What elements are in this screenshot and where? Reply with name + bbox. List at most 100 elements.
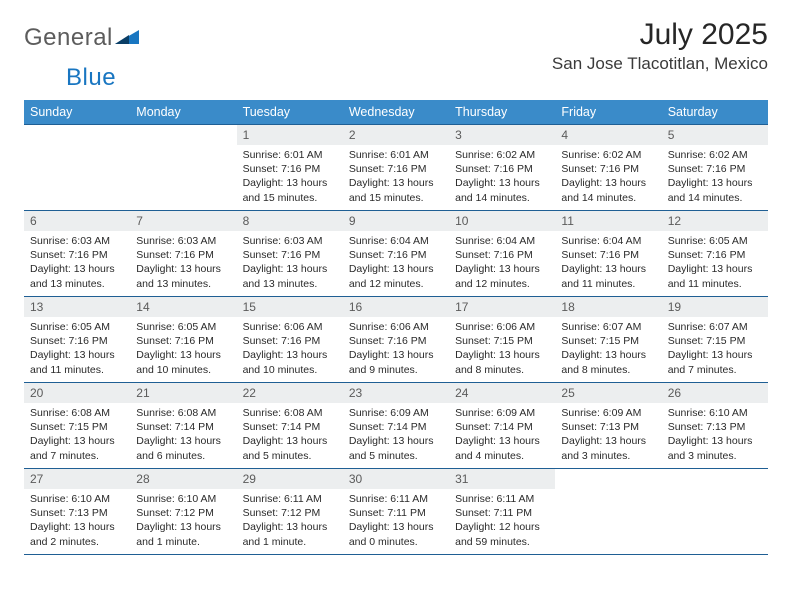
day-number: 2 (343, 125, 449, 145)
calendar-day-cell: 21Sunrise: 6:08 AMSunset: 7:14 PMDayligh… (130, 383, 236, 469)
weekday-header: Friday (555, 100, 661, 125)
day-info: Sunrise: 6:04 AMSunset: 7:16 PMDaylight:… (555, 231, 661, 295)
day-info: Sunrise: 6:11 AMSunset: 7:11 PMDaylight:… (343, 489, 449, 553)
day-info: Sunrise: 6:09 AMSunset: 7:14 PMDaylight:… (449, 403, 555, 467)
day-number: 16 (343, 297, 449, 317)
day-info: Sunrise: 6:06 AMSunset: 7:16 PMDaylight:… (343, 317, 449, 381)
calendar-week-row: 20Sunrise: 6:08 AMSunset: 7:15 PMDayligh… (24, 383, 768, 469)
day-number: 27 (24, 469, 130, 489)
day-info: Sunrise: 6:09 AMSunset: 7:14 PMDaylight:… (343, 403, 449, 467)
day-number: 14 (130, 297, 236, 317)
day-number: 11 (555, 211, 661, 231)
day-number: 3 (449, 125, 555, 145)
day-info: Sunrise: 6:05 AMSunset: 7:16 PMDaylight:… (24, 317, 130, 381)
brand-logo-icon (115, 26, 143, 51)
day-info: Sunrise: 6:03 AMSunset: 7:16 PMDaylight:… (130, 231, 236, 295)
calendar-empty-cell: .. (555, 469, 661, 555)
calendar-day-cell: 25Sunrise: 6:09 AMSunset: 7:13 PMDayligh… (555, 383, 661, 469)
calendar-day-cell: 23Sunrise: 6:09 AMSunset: 7:14 PMDayligh… (343, 383, 449, 469)
day-number: 9 (343, 211, 449, 231)
calendar-day-cell: 16Sunrise: 6:06 AMSunset: 7:16 PMDayligh… (343, 297, 449, 383)
weekday-header: Wednesday (343, 100, 449, 125)
calendar-day-cell: 1Sunrise: 6:01 AMSunset: 7:16 PMDaylight… (237, 125, 343, 211)
calendar-day-cell: 10Sunrise: 6:04 AMSunset: 7:16 PMDayligh… (449, 211, 555, 297)
calendar-day-cell: 9Sunrise: 6:04 AMSunset: 7:16 PMDaylight… (343, 211, 449, 297)
calendar-day-cell: 28Sunrise: 6:10 AMSunset: 7:12 PMDayligh… (130, 469, 236, 555)
day-number: 30 (343, 469, 449, 489)
day-number: 26 (662, 383, 768, 403)
day-info: Sunrise: 6:10 AMSunset: 7:13 PMDaylight:… (662, 403, 768, 467)
calendar-week-row: 27Sunrise: 6:10 AMSunset: 7:13 PMDayligh… (24, 469, 768, 555)
month-title: July 2025 (552, 18, 768, 52)
day-info: Sunrise: 6:10 AMSunset: 7:12 PMDaylight:… (130, 489, 236, 553)
calendar-day-cell: 17Sunrise: 6:06 AMSunset: 7:15 PMDayligh… (449, 297, 555, 383)
calendar-day-cell: 26Sunrise: 6:10 AMSunset: 7:13 PMDayligh… (662, 383, 768, 469)
calendar-day-cell: 7Sunrise: 6:03 AMSunset: 7:16 PMDaylight… (130, 211, 236, 297)
weekday-header: Monday (130, 100, 236, 125)
weekday-header: Thursday (449, 100, 555, 125)
day-info: Sunrise: 6:01 AMSunset: 7:16 PMDaylight:… (237, 145, 343, 209)
day-info: Sunrise: 6:04 AMSunset: 7:16 PMDaylight:… (449, 231, 555, 295)
calendar-day-cell: 27Sunrise: 6:10 AMSunset: 7:13 PMDayligh… (24, 469, 130, 555)
calendar-day-cell: 5Sunrise: 6:02 AMSunset: 7:16 PMDaylight… (662, 125, 768, 211)
day-number: 13 (24, 297, 130, 317)
calendar-week-row: 13Sunrise: 6:05 AMSunset: 7:16 PMDayligh… (24, 297, 768, 383)
day-info: Sunrise: 6:07 AMSunset: 7:15 PMDaylight:… (555, 317, 661, 381)
calendar-day-cell: 12Sunrise: 6:05 AMSunset: 7:16 PMDayligh… (662, 211, 768, 297)
day-number: 8 (237, 211, 343, 231)
day-info: Sunrise: 6:03 AMSunset: 7:16 PMDaylight:… (237, 231, 343, 295)
day-number: 15 (237, 297, 343, 317)
day-number: 25 (555, 383, 661, 403)
weekday-header: Sunday (24, 100, 130, 125)
day-number: 10 (449, 211, 555, 231)
calendar-empty-cell: .. (662, 469, 768, 555)
day-info: Sunrise: 6:08 AMSunset: 7:14 PMDaylight:… (130, 403, 236, 467)
day-number: 21 (130, 383, 236, 403)
brand-name-b: Blue (66, 64, 116, 92)
day-info: Sunrise: 6:06 AMSunset: 7:15 PMDaylight:… (449, 317, 555, 381)
calendar-day-cell: 13Sunrise: 6:05 AMSunset: 7:16 PMDayligh… (24, 297, 130, 383)
day-number: 31 (449, 469, 555, 489)
calendar-day-cell: 22Sunrise: 6:08 AMSunset: 7:14 PMDayligh… (237, 383, 343, 469)
calendar-day-cell: 14Sunrise: 6:05 AMSunset: 7:16 PMDayligh… (130, 297, 236, 383)
day-info: Sunrise: 6:08 AMSunset: 7:15 PMDaylight:… (24, 403, 130, 467)
day-number: 23 (343, 383, 449, 403)
day-info: Sunrise: 6:11 AMSunset: 7:12 PMDaylight:… (237, 489, 343, 553)
day-info: Sunrise: 6:07 AMSunset: 7:15 PMDaylight:… (662, 317, 768, 381)
calendar-day-cell: 19Sunrise: 6:07 AMSunset: 7:15 PMDayligh… (662, 297, 768, 383)
day-number: 5 (662, 125, 768, 145)
day-number: 4 (555, 125, 661, 145)
calendar-week-row: ....1Sunrise: 6:01 AMSunset: 7:16 PMDayl… (24, 125, 768, 211)
day-info: Sunrise: 6:05 AMSunset: 7:16 PMDaylight:… (662, 231, 768, 295)
calendar-day-cell: 20Sunrise: 6:08 AMSunset: 7:15 PMDayligh… (24, 383, 130, 469)
day-number: 29 (237, 469, 343, 489)
day-info: Sunrise: 6:11 AMSunset: 7:11 PMDaylight:… (449, 489, 555, 553)
calendar-day-cell: 15Sunrise: 6:06 AMSunset: 7:16 PMDayligh… (237, 297, 343, 383)
weekday-header: Tuesday (237, 100, 343, 125)
calendar-day-cell: 4Sunrise: 6:02 AMSunset: 7:16 PMDaylight… (555, 125, 661, 211)
day-info: Sunrise: 6:01 AMSunset: 7:16 PMDaylight:… (343, 145, 449, 209)
calendar-day-cell: 3Sunrise: 6:02 AMSunset: 7:16 PMDaylight… (449, 125, 555, 211)
calendar-empty-cell: .. (130, 125, 236, 211)
calendar-empty-cell: .. (24, 125, 130, 211)
title-block: July 2025 San Jose Tlacotitlan, Mexico (552, 18, 768, 74)
calendar-table: Sunday Monday Tuesday Wednesday Thursday… (24, 100, 768, 555)
day-info: Sunrise: 6:10 AMSunset: 7:13 PMDaylight:… (24, 489, 130, 553)
day-info: Sunrise: 6:02 AMSunset: 7:16 PMDaylight:… (555, 145, 661, 209)
day-info: Sunrise: 6:08 AMSunset: 7:14 PMDaylight:… (237, 403, 343, 467)
calendar-day-cell: 29Sunrise: 6:11 AMSunset: 7:12 PMDayligh… (237, 469, 343, 555)
calendar-week-row: 6Sunrise: 6:03 AMSunset: 7:16 PMDaylight… (24, 211, 768, 297)
day-info: Sunrise: 6:02 AMSunset: 7:16 PMDaylight:… (449, 145, 555, 209)
day-info: Sunrise: 6:09 AMSunset: 7:13 PMDaylight:… (555, 403, 661, 467)
day-number: 17 (449, 297, 555, 317)
day-number: 20 (24, 383, 130, 403)
calendar-day-cell: 11Sunrise: 6:04 AMSunset: 7:16 PMDayligh… (555, 211, 661, 297)
brand-name-a: General (24, 24, 113, 52)
day-number: 12 (662, 211, 768, 231)
calendar-day-cell: 2Sunrise: 6:01 AMSunset: 7:16 PMDaylight… (343, 125, 449, 211)
calendar-day-cell: 8Sunrise: 6:03 AMSunset: 7:16 PMDaylight… (237, 211, 343, 297)
calendar-day-cell: 30Sunrise: 6:11 AMSunset: 7:11 PMDayligh… (343, 469, 449, 555)
day-number: 18 (555, 297, 661, 317)
day-number: 6 (24, 211, 130, 231)
day-info: Sunrise: 6:04 AMSunset: 7:16 PMDaylight:… (343, 231, 449, 295)
